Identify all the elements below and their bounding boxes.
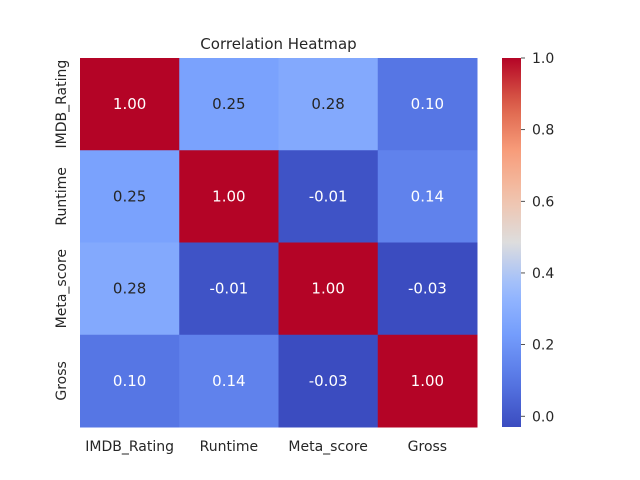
heatmap-cell-label: -0.01 — [209, 280, 248, 298]
heatmap-cell-label: 0.25 — [113, 187, 146, 205]
heatmap-cell — [278, 58, 379, 151]
x-tick-label: Runtime — [200, 439, 258, 455]
heatmap-cell — [80, 58, 180, 151]
heatmap-cell-label: -0.03 — [408, 280, 447, 298]
heatmap-cell — [278, 334, 379, 428]
colorbar-tick-label: 0.6 — [532, 194, 554, 210]
y-tick-label: Meta_score — [54, 249, 70, 328]
heatmap-cell-label: 1.00 — [411, 372, 444, 390]
colorbar-tick-label: 0.0 — [532, 409, 554, 425]
heatmap-cell — [80, 242, 180, 336]
heatmap-cell — [179, 334, 279, 428]
heatmap-cell-label: 0.14 — [212, 372, 245, 390]
heatmap-cell — [377, 58, 478, 151]
heatmap-cell-label: 0.14 — [411, 187, 444, 205]
colorbar-tick-label: 0.2 — [532, 338, 554, 354]
heatmap-cell-label: 0.10 — [411, 95, 444, 113]
heatmap-cell — [278, 150, 379, 243]
heatmap-cell — [80, 334, 180, 428]
x-tick-label: Gross — [408, 439, 447, 455]
heatmap-cell-label: -0.01 — [309, 187, 348, 205]
colorbar: 0.0 0.2 0.4 0.6 0.8 1.0 — [502, 51, 554, 427]
heatmap-cell-label: -0.03 — [309, 372, 348, 390]
x-axis-tick-labels: IMDB_Rating Runtime Meta_score Gross — [85, 439, 447, 455]
y-tick-label: Gross — [54, 361, 70, 400]
heatmap-cell-label: 0.28 — [311, 95, 344, 113]
y-tick-label: Runtime — [54, 167, 70, 225]
heatmap-cell-label: 0.28 — [113, 280, 146, 298]
heatmap-cell-label: 1.00 — [113, 95, 146, 113]
chart-title: Correlation Heatmap — [200, 35, 356, 53]
heatmap-cell — [179, 58, 279, 151]
colorbar-tick-label: 0.8 — [532, 123, 554, 139]
heatmap-cell-label: 1.00 — [311, 280, 344, 298]
y-axis-tick-labels: IMDB_Rating Runtime Meta_score Gross — [54, 60, 70, 401]
colorbar-tick-label: 1.0 — [532, 51, 554, 67]
heatmap-cell — [80, 150, 180, 243]
heatmap-cell — [179, 242, 279, 336]
heatmap-cell-label: 1.00 — [212, 187, 245, 205]
heatmap-cell — [179, 150, 279, 243]
y-tick-label: IMDB_Rating — [54, 60, 70, 149]
heatmap-cell — [377, 242, 478, 336]
heatmap-cell-label: 0.25 — [212, 95, 245, 113]
heatmap-annotations: 1.00 0.25 0.28 0.10 0.25 1.00 -0.01 0.14 0.28 -0.… — [113, 95, 447, 390]
colorbar-gradient — [502, 58, 521, 427]
heatmap-cell — [377, 334, 478, 428]
heatmap-cell — [377, 150, 478, 243]
heatmap-cells — [80, 58, 478, 428]
heatmap-cell — [278, 242, 379, 336]
x-tick-label: Meta_score — [288, 439, 367, 455]
colorbar-tick-label: 0.4 — [532, 266, 554, 282]
heatmap-cell-label: 0.10 — [113, 372, 146, 390]
x-tick-label: IMDB_Rating — [85, 439, 174, 455]
